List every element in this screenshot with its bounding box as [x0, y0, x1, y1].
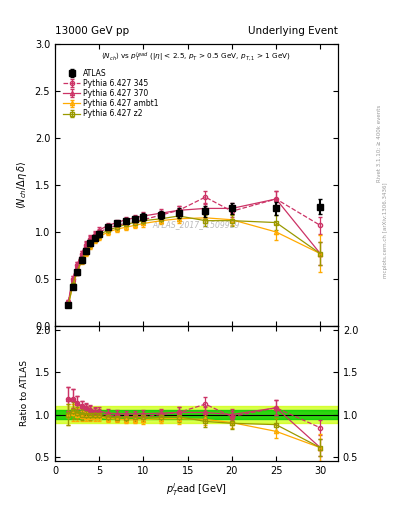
Text: Underlying Event: Underlying Event [248, 26, 338, 36]
Bar [55, 410, 338, 419]
Text: Rivet 3.1.10; ≥ 400k events: Rivet 3.1.10; ≥ 400k events [377, 105, 382, 182]
Y-axis label: Ratio to ATLAS: Ratio to ATLAS [20, 360, 29, 426]
Text: ATLAS_2017_I1509919: ATLAS_2017_I1509919 [153, 220, 240, 229]
Legend: ATLAS, Pythia 6.427 345, Pythia 6.427 370, Pythia 6.427 ambt1, Pythia 6.427 z2: ATLAS, Pythia 6.427 345, Pythia 6.427 37… [62, 67, 160, 120]
Text: mcplots.cern.ch [arXiv:1306.3436]: mcplots.cern.ch [arXiv:1306.3436] [383, 183, 387, 278]
Bar [55, 406, 338, 423]
Text: $\langle N_{ch}\rangle$ vs $p_T^{lead}$ ($|\eta|$ < 2.5, $p_T$ > 0.5 GeV, $p_{T,: $\langle N_{ch}\rangle$ vs $p_T^{lead}$ … [101, 51, 292, 64]
Y-axis label: $\langle N_{ch}/\Delta\eta\,\delta\rangle$: $\langle N_{ch}/\Delta\eta\,\delta\rangl… [15, 161, 29, 209]
Text: 13000 GeV pp: 13000 GeV pp [55, 26, 129, 36]
X-axis label: $p_T^l$ead [GeV]: $p_T^l$ead [GeV] [166, 481, 227, 498]
